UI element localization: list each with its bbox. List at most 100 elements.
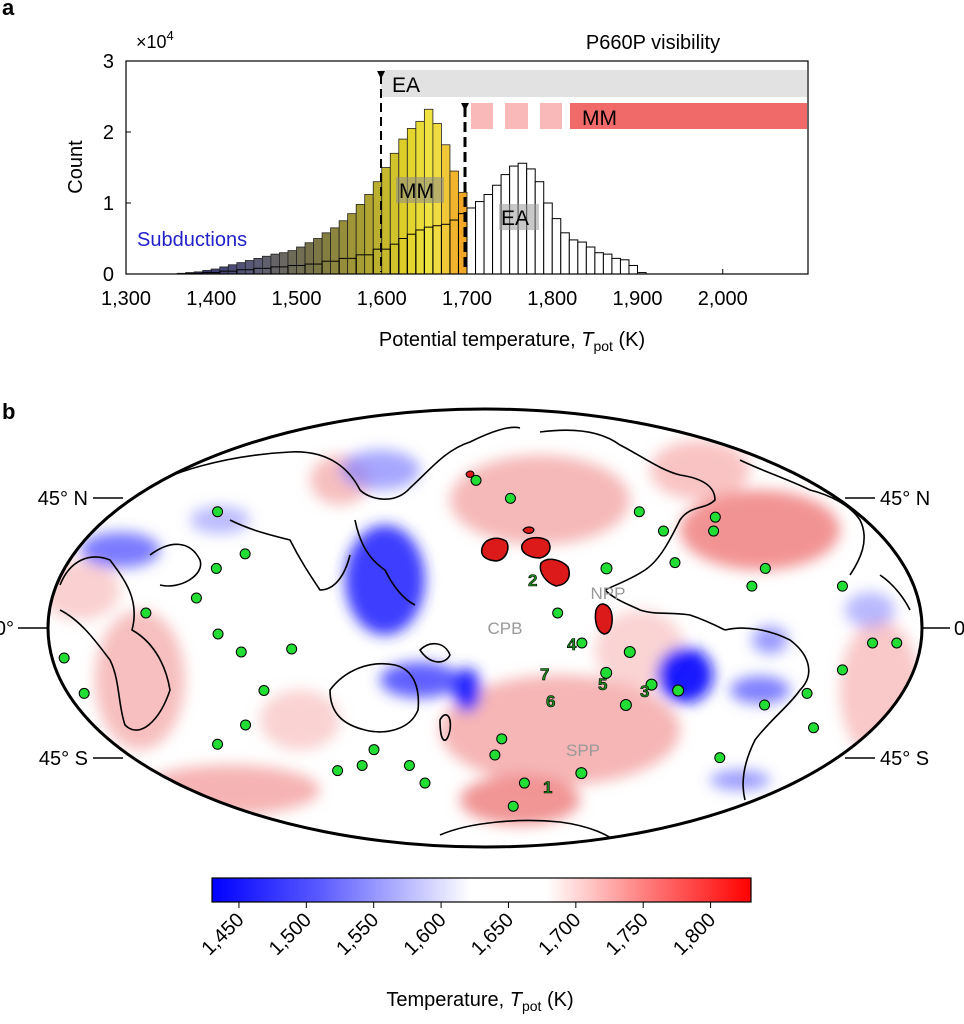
ea-hist-bar: [475, 201, 485, 275]
mm-hist-bar: [330, 227, 340, 275]
hotspot-marker: [332, 765, 344, 777]
mm-visibility-label: MM: [582, 107, 617, 130]
hotspot-number-7: 7: [540, 665, 549, 684]
ea-visibility-bar: [381, 70, 807, 97]
hotspot-marker: [808, 722, 820, 734]
lat-label-45n: 45° N: [38, 488, 88, 510]
x-tick-label: 1,600: [357, 288, 407, 310]
mm-hist-label-box: [396, 177, 444, 203]
hotspot-marker: [658, 525, 670, 537]
lat-label-45n: 45° N: [880, 488, 930, 510]
hotspot-marker: [240, 719, 252, 731]
y-tick-label: 2: [103, 122, 114, 144]
x-tick-label: 1,400: [186, 288, 236, 310]
mm-hist-bar: [227, 264, 238, 275]
mm-hist-label: MM: [399, 180, 434, 203]
ea-threshold-marker: [377, 71, 385, 79]
mm-hist-bar: [398, 138, 408, 275]
region-label-npp: NPP: [591, 584, 626, 603]
hotspot-marker: [504, 492, 516, 504]
ea-hist-bar: [577, 241, 587, 275]
hotspot-marker: [368, 744, 380, 756]
mm-hist-bar: [347, 213, 357, 275]
hotspot-marker-1: [575, 767, 588, 780]
hotspot-marker: [633, 506, 645, 518]
mm-hist-bar: [441, 144, 451, 275]
ea-hist-bar: [560, 232, 570, 275]
hotspot-marker: [470, 474, 482, 486]
x-tick-label: 1,900: [612, 288, 662, 310]
hotspot-number-5: 5: [598, 675, 607, 694]
ea-hist-bar: [585, 246, 596, 275]
x-tick-label: 1,300: [101, 288, 151, 310]
colorbar-ticks: 1,450 1,500 1,550 1,600 1,650 1,700 1,750 1,800: [198, 902, 720, 960]
hotspot-marker: [507, 800, 519, 812]
hotspot-marker: [836, 664, 848, 676]
hotspot-marker: [419, 777, 431, 789]
hotspot-marker: [891, 637, 903, 649]
ea-hist-bar: [568, 239, 579, 275]
subductions-label: Subductions: [137, 229, 247, 251]
colorbar-tick-label: 1,750: [602, 909, 653, 960]
hotspot-marker: [709, 511, 721, 523]
hotspot-marker-5: [645, 678, 658, 691]
ea-hist-bar: [543, 202, 553, 275]
mm-hist-bar: [287, 250, 297, 275]
hotspot-marker: [212, 628, 224, 640]
ea-hist-bar: [602, 253, 613, 275]
colorbar-tick-label: 1,450: [198, 909, 249, 960]
hotspot-marker: [286, 643, 298, 655]
mm-hist-bar: [253, 257, 263, 275]
hotspot-marker: [746, 580, 758, 592]
mm-hist-bar: [244, 260, 255, 275]
ea-hist-bar: [628, 264, 638, 275]
hotspot-marker: [518, 777, 530, 789]
hotspot-marker-2: [600, 562, 613, 575]
mm-hist-bar: [313, 238, 323, 275]
mm-hist-bar: [236, 262, 246, 275]
hotspot-marker: [190, 592, 202, 604]
mm-hist-bar: [296, 246, 306, 275]
hotspot-marker: [576, 637, 588, 649]
hotspot-marker: [714, 752, 726, 764]
mm-hist-bar: [261, 255, 272, 275]
y-tick-label: 0: [103, 264, 114, 286]
numbered-hotspot-labels: 1 2 3 4 5 6 7: [528, 571, 650, 798]
temperature-field: [48, 440, 920, 825]
hotspot-number-4: 4: [567, 635, 577, 654]
x-tick-label: 1,700: [442, 288, 492, 310]
colorbar: [211, 877, 752, 903]
hot-anomalies: [465, 470, 613, 635]
hotspot-marker: [140, 607, 152, 619]
hotspot-marker: [235, 646, 247, 658]
x-axis-label: Potential temperature, Tpot (K): [379, 329, 645, 354]
ea-hist-label: EA: [501, 207, 529, 230]
hotspot-marker: [356, 759, 368, 771]
colorbar-tick-label: 1,600: [400, 909, 451, 960]
panel-b-letter: b: [2, 399, 15, 424]
x-tick-label: 1,800: [527, 288, 577, 310]
hotspot-marker: [867, 637, 879, 649]
colorbar-tick-label: 1,800: [669, 909, 720, 960]
mm-hist-bar: [355, 204, 366, 275]
hotspot-marker-7: [600, 666, 613, 679]
mm-hist-bar: [270, 253, 280, 275]
ea-hist-bar: [466, 207, 477, 275]
y-scale-exponent: ×104: [136, 28, 174, 52]
lat-label-equator: 0°: [0, 618, 14, 640]
x-tick-label: 2,000: [698, 288, 748, 310]
mm-hist-bar: [321, 232, 332, 275]
y-tick-label: 1: [103, 193, 114, 215]
mm-visibility-dash: [505, 103, 528, 129]
lat-label-equator: 0°: [954, 618, 964, 640]
panel-a-axes: 1,300 1,400 1,500 1,600 1,700 1,800 1,900 2,000…: [101, 51, 748, 310]
world-map: [48, 409, 922, 847]
mm-hist-bar: [338, 220, 349, 275]
hotspot-marker: [759, 699, 771, 711]
hotspot-marker: [496, 733, 508, 745]
hotspot-marker: [210, 562, 222, 574]
hotspot-number-1: 1: [543, 778, 552, 797]
mm-hist-bar: [389, 152, 400, 275]
hotspot-marker-6: [619, 699, 632, 712]
colorbar-tick-label: 1,550: [332, 909, 383, 960]
